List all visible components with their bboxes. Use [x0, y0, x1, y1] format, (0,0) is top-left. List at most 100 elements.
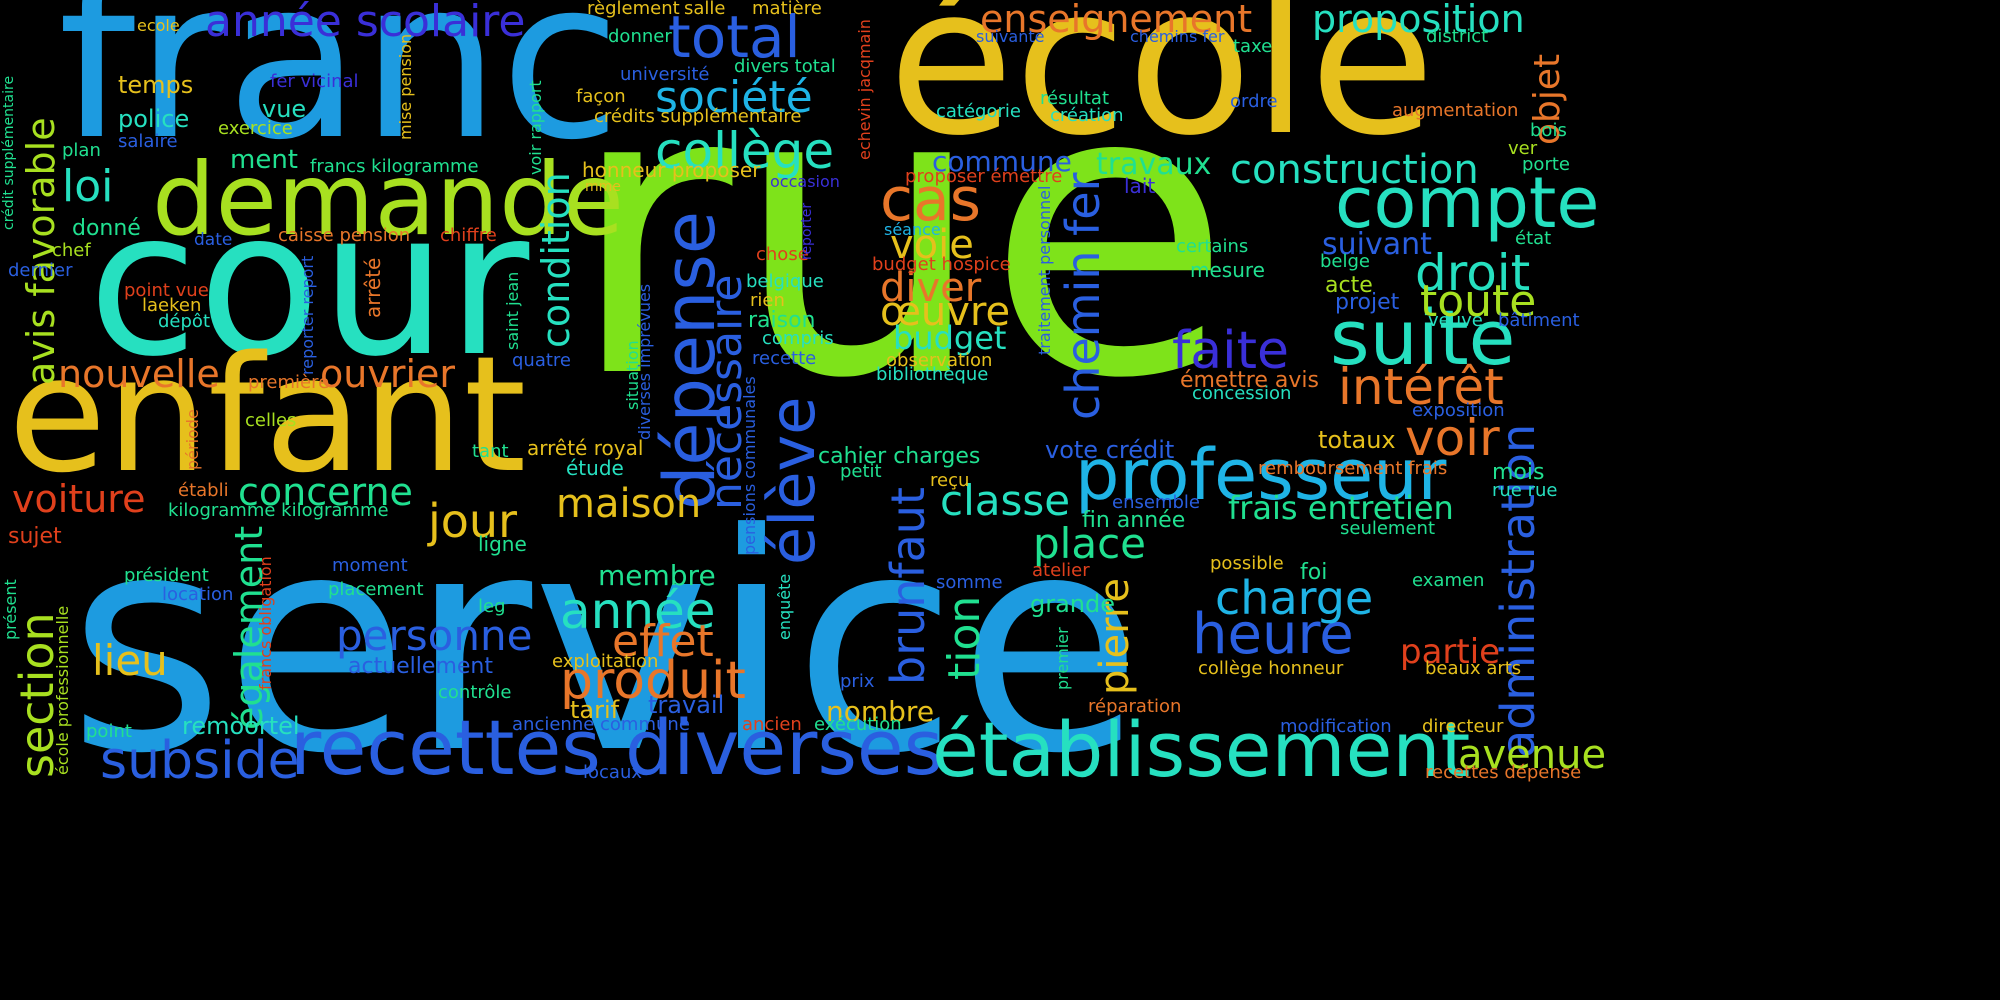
word-chiffre: chiffre	[440, 225, 497, 246]
word-point-vue: point vue	[124, 280, 209, 301]
word-periode: période	[183, 409, 202, 470]
word-present: présent	[1, 579, 20, 640]
word-recu: reçu	[930, 470, 970, 491]
word-remboursement-frais: remboursement frais	[1258, 458, 1448, 479]
word-concession: concession	[1192, 383, 1292, 404]
word-emettre-avis: émettre avis	[1180, 368, 1319, 393]
word-suite: suite	[1330, 293, 1516, 382]
word-seance: séance	[884, 220, 941, 239]
word-cas: cas	[880, 165, 982, 235]
word-toute: toute	[1420, 276, 1537, 327]
word-beaux-arts: beaux arts	[1425, 658, 1522, 679]
word-ecole-small: ecole	[137, 16, 180, 35]
word-porte: porte	[1522, 154, 1570, 175]
word-ensemble: ensemble	[1112, 492, 1200, 513]
word-enseignement: enseignement	[980, 0, 1253, 41]
word-premier: premier	[1053, 627, 1072, 690]
word-sujet: sujet	[8, 524, 62, 549]
word-recette: recette	[752, 348, 817, 369]
word-etat: état	[1515, 228, 1552, 249]
word-cahier-charges: cahier charges	[818, 444, 981, 469]
word-placement: placement	[328, 579, 424, 600]
word-batiment: bâtiment	[1498, 310, 1580, 331]
word-arrete-royal: arrêté royal	[527, 436, 644, 460]
word-ecole-professionnelle: école professionnelle	[53, 605, 72, 775]
word-certains: certains	[1176, 236, 1249, 257]
word-actuellement: actuellement	[348, 654, 493, 679]
word-reporter: reporter	[799, 202, 815, 260]
word-travaux: travaux	[1096, 147, 1212, 182]
word-voir: voir	[1405, 409, 1500, 467]
word-exposition: exposition	[1412, 400, 1505, 421]
word-mme: mme	[585, 179, 621, 195]
word-depot: dépôt	[158, 311, 210, 332]
word-construction: construction	[1230, 147, 1479, 193]
word-eleve: élève	[756, 396, 829, 565]
word-ecole: école	[888, 0, 1436, 181]
word-nombre: nombre	[826, 695, 935, 728]
word-matiere: matière	[752, 0, 822, 19]
word-resultat: résultat	[1040, 88, 1110, 109]
word-college: collège	[655, 122, 835, 180]
word-somme: somme	[936, 572, 1003, 593]
word-membre: membre	[598, 559, 716, 592]
word-date: date	[194, 230, 233, 250]
word-execution: exécution	[814, 714, 902, 735]
word-franc: franc	[58, 0, 622, 188]
word-observation: observation	[886, 350, 993, 371]
word-proposition: proposition	[1312, 0, 1525, 41]
word-dernier: dernier	[8, 260, 73, 281]
word-locaux: locaux	[583, 762, 643, 783]
word-subside: subside	[100, 731, 300, 791]
word-maison: maison	[556, 481, 702, 527]
word-point: point	[86, 721, 132, 742]
word-enfant: enfant	[8, 321, 527, 508]
word-raison: raison	[748, 308, 816, 333]
word-petit: petit	[840, 461, 882, 482]
word-donne: donné	[72, 216, 141, 241]
word-faite: faite	[1172, 321, 1289, 381]
word-chef: chef	[52, 240, 91, 261]
word-total: total	[668, 3, 801, 71]
word-mise-pension: mise pension	[396, 33, 415, 140]
word-honneur-proposer: honneur proposer	[582, 158, 761, 182]
word-caisse-pension: caisse pension	[278, 225, 411, 246]
word-vote-credit: vote crédit	[1045, 436, 1175, 464]
word-classe: classe	[940, 476, 1071, 525]
word-droit: droit	[1415, 244, 1531, 302]
word-budget-hospice: budget hospice	[872, 254, 1011, 275]
word-universite: université	[620, 64, 710, 85]
word-oeuvre: œuvre	[880, 289, 1011, 335]
word-avenue: avenue	[1458, 732, 1607, 778]
word-chose: chose	[756, 244, 809, 265]
word-fin-annee: fin année	[1082, 508, 1186, 533]
word-interet: intérêt	[1338, 358, 1504, 416]
word-seulement: seulement	[1340, 518, 1436, 539]
word-credit-supplementaire: crédit supplémentaire	[1, 75, 17, 230]
word-rue-rue: rue rue	[1492, 480, 1558, 501]
word-temps: temps	[118, 71, 194, 99]
word-voiture: voiture	[12, 477, 146, 521]
word-belgique: belgique	[746, 271, 824, 292]
word-echevin-jacqmain: echevin jacqmain	[855, 19, 874, 160]
word-place: place	[1033, 519, 1146, 568]
word-acte: acte	[1325, 273, 1373, 298]
word-voir-rapport: voir rapport	[526, 80, 545, 175]
word-district: district	[1426, 26, 1489, 47]
word-reporter-report: reporter report	[298, 255, 317, 375]
word-salaire: salaire	[118, 131, 178, 152]
word-etude: étude	[566, 456, 624, 480]
word-celles: celles	[245, 410, 297, 431]
word-professeur: professeur	[1075, 434, 1447, 516]
word-ouvrier: ouvrier	[320, 352, 456, 396]
word-tant: tant	[472, 441, 509, 462]
word-bibliotheque: bibliothèque	[876, 364, 989, 385]
word-remoortel: remoortel	[182, 712, 300, 740]
word-societe: société	[655, 72, 813, 123]
word-credits-supplementaire: crédits supplémentaire	[594, 106, 802, 127]
word-ment: ment	[230, 145, 298, 175]
word-condition: condition	[534, 172, 578, 348]
word-chemins-fer: chemins fer	[1130, 27, 1225, 46]
word-tion: tion	[939, 595, 990, 680]
word-tarif: tarif	[570, 696, 620, 724]
